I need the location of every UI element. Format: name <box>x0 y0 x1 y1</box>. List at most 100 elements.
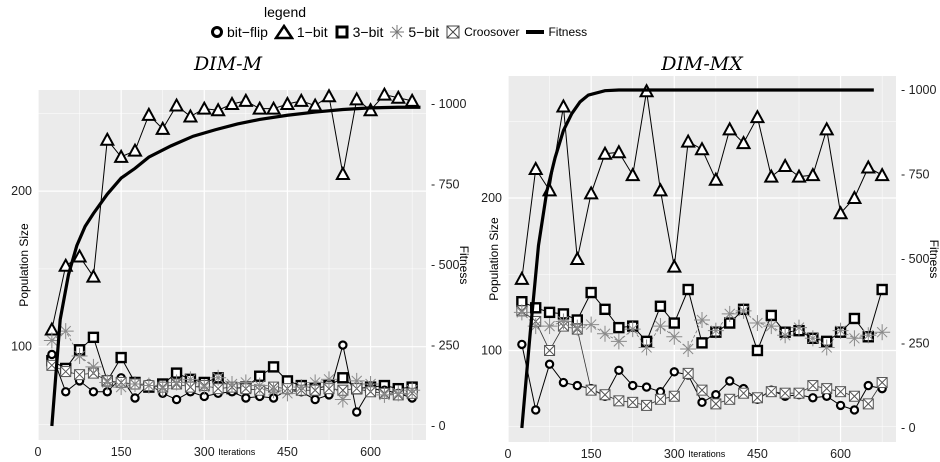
point-onebit <box>555 98 572 113</box>
point-onebit <box>860 159 876 174</box>
point-onebit <box>71 248 88 263</box>
star-marker-icon <box>390 25 405 39</box>
y2-tick-label: - 500 <box>431 258 460 272</box>
point-fivebit-d2 <box>337 394 349 405</box>
point-crossover <box>544 345 556 356</box>
point-threebit <box>87 331 100 344</box>
point-fivebit-d2 <box>516 307 528 318</box>
point-fivebit-d2 <box>599 328 611 340</box>
point-fivebit <box>362 376 379 392</box>
legend: legend bit−flip 1−bit 3−bit 5−bit Crooso… <box>0 0 940 44</box>
point-fivebit-d2 <box>46 335 58 346</box>
point-onebit <box>279 95 296 110</box>
point-fivebit <box>224 376 240 392</box>
point-onebit <box>58 257 74 272</box>
point-crossover-diag2 <box>779 387 791 399</box>
point-crossover <box>696 384 708 396</box>
point-fivebit <box>293 379 310 396</box>
point-fivebit <box>652 318 669 335</box>
point-fivebit-d2 <box>738 305 749 317</box>
point-onebit <box>113 148 129 163</box>
point-onebit <box>819 121 835 136</box>
point-bitflip <box>241 393 251 403</box>
point-onebit <box>238 92 254 107</box>
point-threebit <box>543 306 556 319</box>
point-bitflip <box>171 394 182 405</box>
point-crossover-diag2 <box>682 368 694 379</box>
point-onebit <box>224 95 240 110</box>
point-onebit <box>265 100 282 115</box>
point-fivebit <box>348 372 365 389</box>
point-bitflip <box>517 339 527 350</box>
point-fivebit <box>777 327 794 344</box>
point-onebit <box>749 109 766 124</box>
x-tick-label: 450 <box>277 445 298 459</box>
point-fivebit <box>638 339 655 356</box>
y2-tick-label: - 0 <box>901 421 916 435</box>
point-fivebit-d2 <box>323 373 335 385</box>
point-fivebit-d2 <box>585 319 597 330</box>
y-tick-label: 200 <box>481 191 502 205</box>
point-bitflip <box>628 380 638 391</box>
x-tick-label: 300 <box>664 447 685 461</box>
point-fivebit <box>57 323 74 340</box>
point-threebit <box>585 286 597 299</box>
point-crossover <box>585 384 597 396</box>
point-onebit <box>874 167 890 182</box>
x-tick-label: 150 <box>581 447 602 461</box>
point-bitflip <box>725 376 735 386</box>
y2-tick-label: - 1000 <box>431 97 466 111</box>
fitness-line <box>50 105 421 427</box>
point-fivebit <box>624 321 641 338</box>
point-crossover-diag2 <box>337 384 349 396</box>
thick-line-icon <box>526 30 545 34</box>
legend-label-crossover: Croosover <box>464 25 520 39</box>
point-bitflip <box>310 394 320 405</box>
point-crossover-diag2 <box>599 389 611 401</box>
legend-item-threebit: 3−bit <box>334 24 383 40</box>
point-onebit <box>666 258 682 273</box>
point-crossover-diag2 <box>544 345 555 356</box>
legend-label-onebit: 1−bit <box>296 24 328 40</box>
point-fivebit-d2 <box>212 372 224 384</box>
y2-tick-label: - 0 <box>431 419 446 433</box>
point-onebit <box>335 165 351 180</box>
crossed-square-marker-icon <box>446 25 460 39</box>
point-threebit <box>654 300 667 312</box>
point-onebit <box>168 97 185 112</box>
point-fivebit <box>860 327 877 344</box>
point-fivebit <box>694 312 710 328</box>
point-onebit <box>390 89 406 104</box>
point-fivebit-d2 <box>544 320 555 332</box>
point-fivebit-d2 <box>88 361 99 373</box>
point-crossover <box>627 396 639 408</box>
point-crossover <box>821 383 833 395</box>
point-crossover-diag2 <box>60 366 72 377</box>
point-fivebit-d2 <box>295 381 307 393</box>
point-fivebit <box>71 348 88 364</box>
point-fivebit-d2 <box>696 314 708 326</box>
point-fivebit <box>707 322 724 339</box>
point-crossover <box>654 393 666 405</box>
point-fivebit-d2 <box>835 325 846 337</box>
y2-tick-label: - 250 <box>901 337 930 351</box>
point-threebit <box>682 283 694 296</box>
legend-label-bitflip: bit−flip <box>227 24 268 40</box>
point-fivebit-d2 <box>641 342 652 353</box>
point-crossover-diag2 <box>724 393 736 405</box>
point-fivebit-d2 <box>724 308 736 320</box>
point-fivebit-d2 <box>807 332 819 344</box>
chart-panel-1: DIM-MX 0 150 300 450 600 Iterations 100 200 Popul… <box>481 53 940 461</box>
point-crossover <box>765 386 777 398</box>
point-onebit <box>680 133 696 148</box>
point-onebit <box>625 167 641 182</box>
point-bitflip <box>697 397 707 408</box>
point-fivebit-d2 <box>530 320 542 332</box>
point-onebit <box>569 250 585 265</box>
point-bitflip <box>614 365 624 376</box>
point-bitflip <box>808 393 818 403</box>
point-bitflip <box>544 359 555 369</box>
point-crossover-diag2 <box>46 359 58 371</box>
point-crossover <box>862 398 874 410</box>
